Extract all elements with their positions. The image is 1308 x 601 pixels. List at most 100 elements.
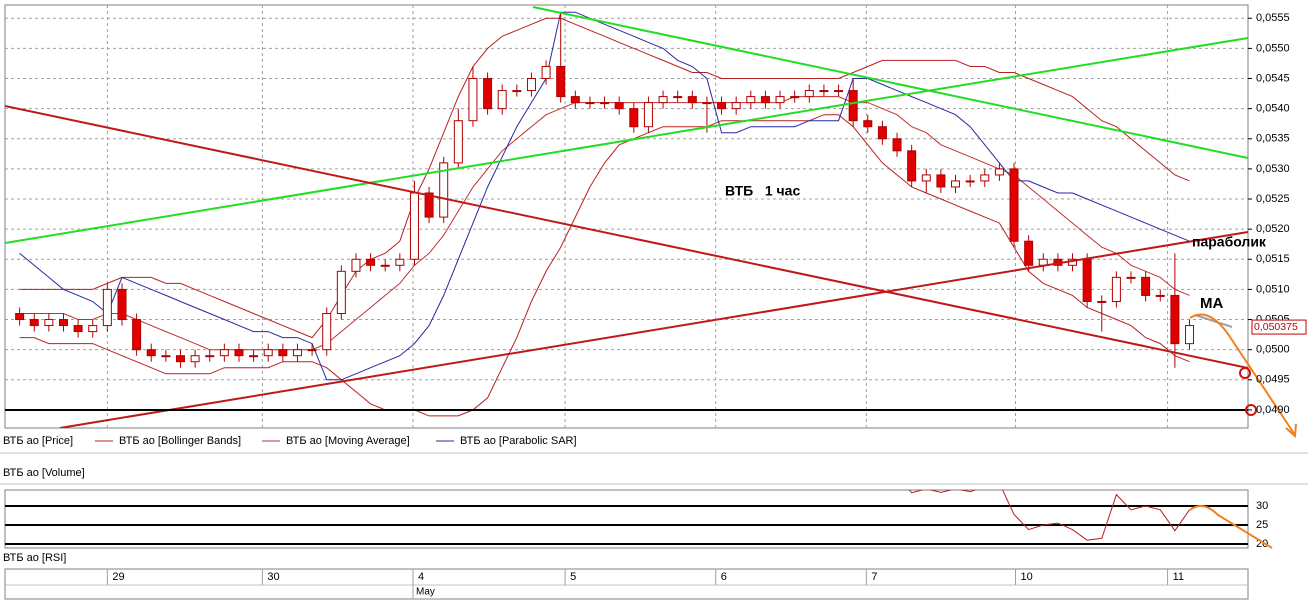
candle-body — [336, 270, 346, 315]
candle-body — [322, 313, 332, 351]
forecast-arrow — [1189, 313, 1296, 436]
candle-body — [29, 319, 39, 327]
candle-body — [819, 90, 829, 93]
candle-body — [263, 349, 273, 357]
date-label: 30 — [267, 571, 279, 583]
candle-body — [424, 192, 434, 218]
candle-body — [863, 120, 873, 128]
candle-body — [132, 319, 142, 351]
candle-body — [1111, 276, 1121, 302]
candle-body — [526, 78, 536, 92]
y-tick-label: 25 — [1256, 519, 1268, 531]
candle-body — [44, 319, 54, 327]
candle-body — [936, 174, 946, 188]
legend-label: ВТБ ao [Price] — [3, 435, 73, 447]
candle-body — [614, 102, 624, 110]
legend: ВТБ ao [Price] ВТБ ao [Bollinger Bands] ВТ… — [3, 435, 577, 447]
legend-label: ВТБ ao [Moving Average] — [286, 435, 410, 447]
candle-body — [658, 96, 668, 104]
candle-body — [15, 313, 25, 321]
candle-body — [892, 138, 902, 152]
candle-body — [58, 319, 68, 327]
candle-body — [951, 180, 961, 188]
candle-body — [804, 90, 814, 98]
date-label: 11 — [1173, 571, 1184, 583]
date-label: 7 — [871, 571, 877, 583]
candle-body — [351, 258, 361, 272]
y-tick-label: 30 — [1256, 500, 1268, 512]
candle-body — [570, 96, 580, 104]
volume-title: ВТБ ao [Volume] — [3, 467, 85, 479]
y-tick-label: 0,0515 — [1256, 253, 1290, 265]
date-label: 29 — [112, 571, 124, 583]
candle-body — [307, 349, 317, 352]
candle-body — [190, 355, 200, 363]
candle-body — [512, 90, 522, 93]
candle-body — [585, 102, 595, 105]
candle-body — [468, 78, 478, 122]
candle-body — [1097, 300, 1107, 303]
trend-line — [59, 231, 1248, 428]
target-circle — [1245, 404, 1257, 416]
candle-body — [292, 349, 302, 357]
y-tick-label: 0,0510 — [1256, 283, 1290, 295]
legend-label: ВТБ ao [Bollinger Bands] — [119, 435, 241, 447]
candle-body — [366, 258, 376, 266]
y-tick-label: 0,0550 — [1256, 42, 1290, 54]
candle-body — [409, 192, 419, 260]
candle-body — [439, 162, 449, 218]
annotation: ВТБ 1 час — [725, 183, 800, 199]
y-tick-label: 0,0520 — [1256, 223, 1290, 235]
candle-body — [790, 96, 800, 99]
y-tick-label: 0,0495 — [1256, 374, 1290, 386]
candle-body — [994, 168, 1004, 176]
price-plot-frame — [4, 4, 1249, 429]
candle-body — [88, 325, 98, 333]
annotation: параболик — [1192, 234, 1267, 250]
y-tick-label: 0,0545 — [1256, 72, 1290, 84]
candle-body — [1082, 258, 1092, 302]
candle-body — [380, 264, 390, 267]
candle-body — [556, 65, 566, 98]
candle-body — [877, 126, 887, 140]
y-tick-label: 0,0555 — [1256, 12, 1290, 24]
y-tick-label: 0,0500 — [1256, 344, 1290, 356]
rsi-title: ВТБ ao [RSI] — [3, 552, 66, 564]
y-tick-label: 0,0540 — [1256, 103, 1290, 115]
candle-body — [1170, 294, 1180, 345]
candle-body — [980, 174, 990, 182]
month-label: May — [416, 587, 435, 598]
trend-line — [5, 105, 1248, 369]
target-circle — [1239, 367, 1251, 379]
trend-line — [532, 6, 1248, 159]
candle-body — [921, 174, 931, 182]
y-tick-label: 0,0535 — [1256, 133, 1290, 145]
indicator-line — [19, 114, 1190, 417]
date-labels: 29 30 4 5 6 7 10 11 May — [106, 569, 1184, 599]
candle-body — [746, 96, 756, 104]
indicator-line — [19, 17, 1190, 339]
candle-body — [775, 96, 785, 104]
date-axis — [4, 568, 1249, 600]
candle-body — [117, 288, 127, 321]
candle-body — [1009, 168, 1019, 242]
rsi-plot-frame — [4, 489, 1249, 549]
candle-body — [161, 355, 171, 358]
y-tick-label: 0,0525 — [1256, 193, 1290, 205]
candle-body — [234, 349, 244, 357]
hand-line — [1194, 314, 1233, 328]
date-label: 4 — [418, 571, 424, 583]
legend-label: ВТБ ao [Parabolic SAR] — [460, 435, 577, 447]
candle-body — [146, 349, 156, 357]
candle-body — [600, 102, 610, 105]
y-tick-label: 0,0530 — [1256, 163, 1290, 175]
candle-body — [541, 65, 551, 80]
candle-body — [102, 288, 112, 327]
candle-body — [717, 102, 727, 110]
candle-body — [278, 349, 288, 357]
candle-body — [175, 355, 185, 363]
candle-body — [702, 102, 712, 105]
price-marks — [15, 11, 1195, 417]
candle-body — [1155, 294, 1165, 297]
